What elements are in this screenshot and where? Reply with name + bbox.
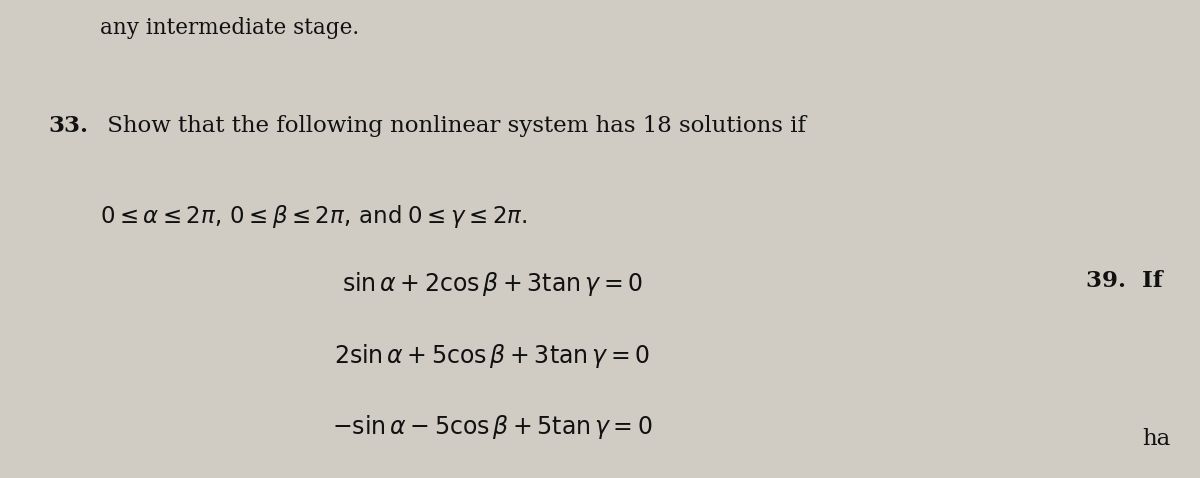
Text: any intermediate stage.: any intermediate stage.	[100, 17, 359, 39]
Text: $2 \sin \alpha + 5 \cos \beta + 3 \tan \gamma = 0$: $2 \sin \alpha + 5 \cos \beta + 3 \tan \…	[334, 342, 650, 370]
Text: ha: ha	[1142, 428, 1171, 450]
Text: $\sin \alpha + 2 \cos \beta + 3 \tan \gamma = 0$: $\sin \alpha + 2 \cos \beta + 3 \tan \ga…	[342, 270, 642, 298]
Text: 39.  If: 39. If	[1086, 270, 1163, 292]
Text: 33.: 33.	[48, 115, 88, 137]
Text: $-\sin \alpha - 5 \cos \beta + 5 \tan \gamma = 0$: $-\sin \alpha - 5 \cos \beta + 5 \tan \g…	[331, 413, 653, 442]
Text: Show that the following nonlinear system has 18 solutions if: Show that the following nonlinear system…	[100, 115, 805, 137]
Text: $0 \leq \alpha \leq 2\pi,\, 0 \leq \beta \leq 2\pi,\, \mathrm{and}\; 0 \leq \gam: $0 \leq \alpha \leq 2\pi,\, 0 \leq \beta…	[100, 203, 527, 230]
